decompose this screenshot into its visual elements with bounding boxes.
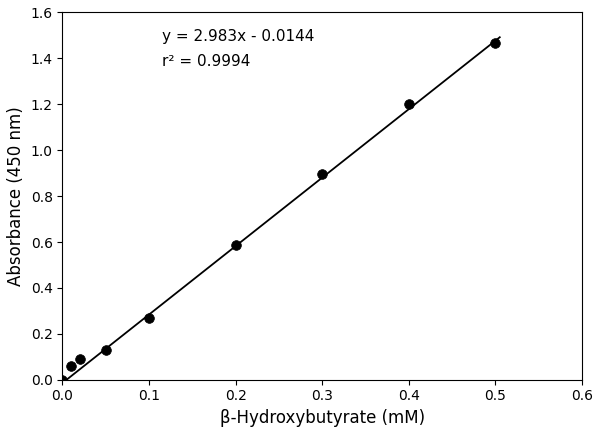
Point [404,101,413,108]
Point [317,171,327,178]
Point [491,40,500,47]
Y-axis label: Absorbance (450 nm): Absorbance (450 nm) [7,106,25,286]
Point [66,362,76,369]
Point [101,346,110,353]
Point [144,314,154,321]
Text: y = 2.983x - 0.0144: y = 2.983x - 0.0144 [162,29,314,43]
X-axis label: β-Hydroxybutyrate (mM): β-Hydroxybutyrate (mM) [220,409,425,427]
Point [75,355,85,362]
Point [231,242,241,249]
Point [58,376,67,383]
Text: r² = 0.9994: r² = 0.9994 [162,54,250,69]
